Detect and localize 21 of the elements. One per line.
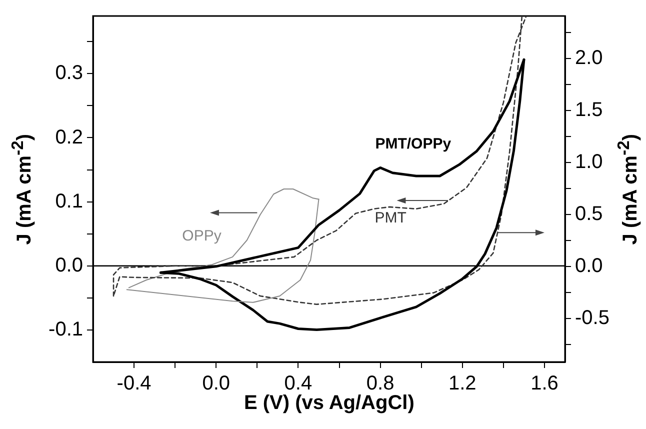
y-tick-label: -0.1 bbox=[48, 318, 83, 340]
x-tick-label: -0.4 bbox=[116, 372, 152, 395]
y-tick-label: 0.0 bbox=[55, 254, 83, 276]
x-tick-label: 0.8 bbox=[366, 372, 394, 395]
y2-tick-label: 2.0 bbox=[575, 47, 603, 70]
y2-tick-label: 0.0 bbox=[575, 254, 603, 277]
x-tick-label: 1.2 bbox=[448, 372, 476, 395]
y2-tick-label: 1.0 bbox=[575, 151, 603, 174]
y-tick-label: 0.1 bbox=[55, 190, 83, 212]
y2-tick-label: 1.5 bbox=[575, 99, 603, 122]
series-label: PMT/OPPy bbox=[375, 136, 452, 153]
text: OPPy bbox=[182, 228, 222, 245]
y-tick-label: 0.3 bbox=[55, 62, 83, 84]
y-tick-label: 0.2 bbox=[55, 126, 83, 148]
y2-tick-label: 0.5 bbox=[575, 202, 603, 225]
series-label: PMT bbox=[374, 209, 406, 226]
x-tick-label: 0.4 bbox=[284, 372, 312, 395]
x-tick-label: 0.0 bbox=[202, 372, 230, 395]
x-tick-label: 1.6 bbox=[530, 372, 558, 395]
x-axis-title: E (V) (vs Ag/AgCl) bbox=[244, 392, 414, 415]
y2-tick-label: -0.5 bbox=[575, 306, 610, 329]
